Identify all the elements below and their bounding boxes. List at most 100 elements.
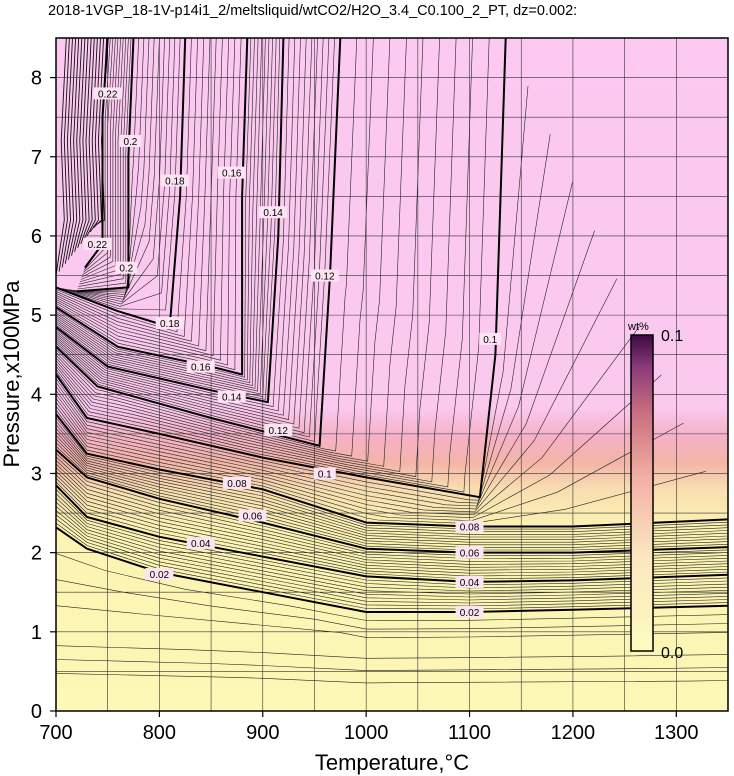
major-contour: [56, 484, 728, 583]
contour-label: 0.22: [93, 87, 122, 100]
minor-contour: [67, 38, 80, 260]
y-tick-label: 4: [31, 384, 42, 406]
major-contour: [84, 38, 109, 269]
minor-contour: [61, 38, 73, 268]
minor-contour: [58, 38, 181, 311]
contour-label: 0.1: [479, 332, 502, 346]
contour-label-bg: [259, 206, 288, 219]
minor-contour: [56, 38, 301, 416]
contour-label: 0.22: [83, 237, 112, 251]
minor-contour: [56, 38, 266, 389]
major-contours: 0.02 0.02 0.04 0.04 0.06 0.06 0.08 0.08 0.1 0.1 0.…: [56, 38, 728, 619]
x-axis: 700 800 900 1000 1100 1200 1300: [39, 711, 699, 744]
contour-label: 0.16: [186, 360, 215, 374]
contour-label-text: 0.16: [191, 363, 211, 374]
contour-label-text: 0.08: [460, 523, 480, 534]
contour-label-bg: [83, 237, 112, 250]
x-tick-label: 900: [246, 722, 279, 744]
y-tick-label: 7: [31, 147, 42, 169]
contour-label: 0.06: [238, 509, 267, 522]
minor-contour: [56, 38, 296, 412]
minor-contour: [56, 38, 252, 378]
contour-label: 0.1: [313, 467, 336, 480]
x-tick-label: 700: [39, 722, 72, 744]
minor-contour: [77, 38, 132, 290]
contour-label-bg: [264, 423, 293, 436]
minor-contour: [56, 38, 358, 452]
minor-contour: [56, 38, 262, 386]
contour-label-bg: [310, 269, 339, 282]
minor-contour: [71, 38, 83, 256]
contour-label-bg: [186, 360, 215, 373]
minor-contour: [58, 38, 70, 272]
x-tick-label: 1100: [448, 722, 491, 744]
minor-contour: [56, 38, 391, 462]
contour-label-bg: [155, 317, 184, 330]
contour-label-text: 0.14: [263, 208, 283, 219]
contour-label: 0.04: [455, 575, 484, 589]
minor-contour: [56, 38, 407, 467]
contour-label-text: 0.22: [98, 89, 118, 100]
minor-contour: [60, 38, 176, 307]
contour-label: 0.08: [455, 520, 484, 534]
minor-contour: [56, 38, 270, 392]
minor-contour: [64, 38, 77, 264]
minor-contour: [62, 38, 170, 305]
contour-label-bg: [222, 476, 251, 489]
contour-label-text: 0.06: [243, 511, 263, 522]
contour-label: 0.2: [115, 261, 138, 275]
contour-label-bg: [455, 546, 484, 559]
contour-label-bg: [479, 332, 502, 345]
colorbar-fill: [630, 334, 654, 652]
minor-contour: [56, 579, 728, 630]
x-tick-label: 800: [143, 722, 176, 744]
contour-label: 0.14: [217, 390, 246, 404]
minor-contour: [56, 553, 728, 621]
minor-contour: [56, 38, 330, 438]
contour-label-text: 0.02: [460, 608, 480, 619]
contour-label: 0.02: [145, 568, 174, 581]
contour-label-bg: [186, 537, 215, 550]
plot-area: 0.02 0.02 0.04 0.04 0.06 0.06 0.08 0.08 0.1 0.1 0.…: [56, 38, 728, 711]
contour-label: 0.02: [455, 606, 484, 619]
contour-label: 0.18: [155, 317, 184, 330]
y-tick-label: 8: [31, 68, 42, 90]
minor-contour: [78, 38, 129, 287]
minor-contour: [72, 38, 145, 293]
x-tick-label: 1000: [344, 722, 389, 744]
contour-label-bg: [217, 390, 246, 403]
minor-contour: [77, 38, 89, 248]
minor-contour: [68, 38, 155, 298]
contour-label-bg: [160, 174, 189, 187]
contour-label-bg: [455, 606, 484, 619]
y-tick-label: 1: [31, 622, 42, 644]
minor-contour: [56, 38, 255, 381]
colorbar-unit: wt%: [627, 321, 649, 333]
colorbar-min-label: 0.0: [661, 645, 683, 662]
major-contour: [76, 38, 135, 293]
contour-label-text: 0.18: [165, 177, 185, 188]
minor-contour: [81, 38, 119, 278]
contour-label-text: 0.18: [160, 319, 180, 330]
y-tick-label: 3: [31, 463, 42, 485]
plot-frame: [55, 37, 729, 712]
y-tick-label: 6: [31, 226, 42, 248]
contour-label: 0.14: [259, 206, 288, 219]
x-axis-label: Temperature,°C: [315, 750, 469, 775]
x-tick-label: 1300: [654, 722, 699, 744]
contour-label-text: 0.12: [269, 426, 289, 437]
minor-contour: [56, 38, 307, 420]
x-tick-label: 1200: [551, 722, 596, 744]
chart-title: 2018-1VGP_18-1V-p14i1_2/meltsliquid/wtCO…: [48, 3, 577, 19]
y-tick-label: 5: [31, 305, 42, 327]
minor-contour: [80, 38, 92, 245]
minor-contour: [56, 38, 490, 493]
contour-label-bg: [115, 261, 138, 274]
minor-contour: [56, 38, 259, 384]
contour-label-text: 0.2: [123, 137, 137, 148]
minor-contour: [56, 38, 318, 429]
contour-label-text: 0.06: [460, 549, 480, 560]
contour-label-text: 0.12: [315, 272, 335, 283]
contour-label-bg: [455, 520, 484, 533]
